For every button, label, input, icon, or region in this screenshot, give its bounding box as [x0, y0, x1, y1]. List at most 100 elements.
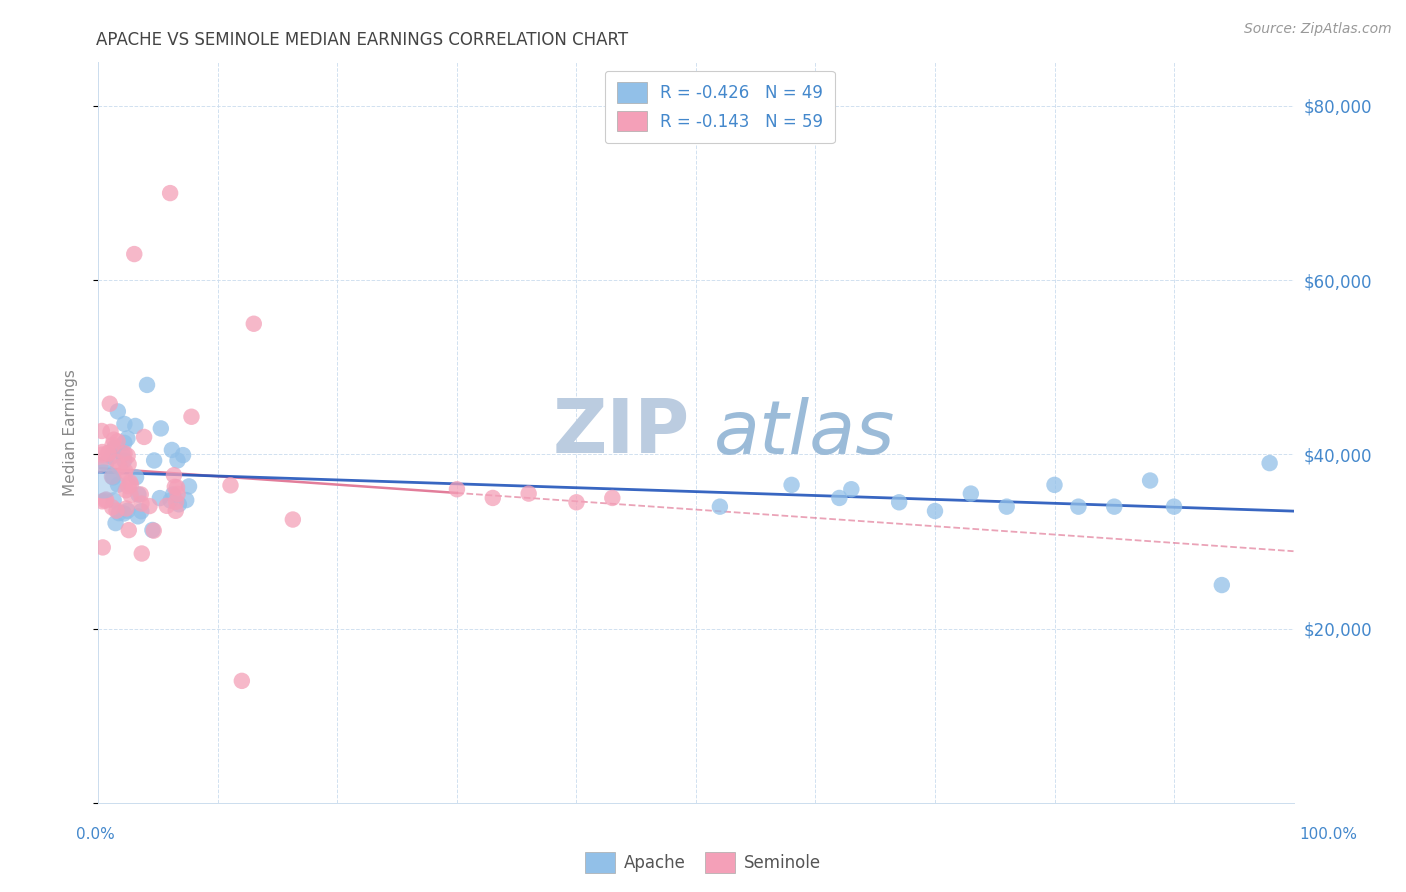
Point	[117, 504, 139, 518]
Point	[91, 448, 114, 462]
Point	[117, 479, 139, 493]
Point	[1067, 500, 1090, 514]
Point	[1211, 578, 1233, 592]
Point	[602, 491, 624, 505]
Point	[91, 445, 114, 459]
Point	[91, 474, 114, 488]
Point	[108, 506, 131, 520]
Point	[127, 487, 149, 501]
Point	[481, 491, 505, 505]
Point	[94, 493, 117, 508]
Point	[180, 409, 202, 424]
Point	[172, 448, 194, 462]
Point	[101, 500, 124, 515]
Point	[89, 458, 111, 472]
Point	[117, 449, 139, 463]
Point	[780, 478, 803, 492]
Point	[103, 441, 125, 455]
Point	[167, 497, 190, 511]
Point	[160, 442, 183, 457]
Legend: R = -0.426   N = 49, R = -0.143   N = 59: R = -0.426 N = 49, R = -0.143 N = 59	[605, 70, 835, 143]
Point	[841, 482, 863, 496]
Legend: Apache, Seminole: Apache, Seminole	[578, 846, 828, 880]
Point	[889, 495, 911, 509]
Text: 0.0%: 0.0%	[76, 827, 115, 841]
Point	[105, 504, 128, 518]
Point	[94, 492, 117, 507]
Point	[243, 317, 266, 331]
Point	[565, 495, 588, 509]
Text: atlas: atlas	[714, 397, 896, 468]
Point	[1043, 478, 1066, 492]
Point	[1258, 456, 1281, 470]
Point	[103, 433, 125, 447]
Point	[709, 500, 731, 514]
Point	[174, 493, 197, 508]
Point	[177, 479, 200, 493]
Point	[960, 486, 983, 500]
Point	[129, 487, 152, 501]
Point	[114, 464, 136, 478]
Point	[108, 459, 131, 474]
Point	[165, 504, 187, 518]
Point	[117, 457, 139, 471]
Point	[163, 468, 186, 483]
Point	[828, 491, 851, 505]
Text: APACHE VS SEMINOLE MEDIAN EARNINGS CORRELATION CHART: APACHE VS SEMINOLE MEDIAN EARNINGS CORRE…	[96, 31, 627, 49]
Point	[124, 247, 146, 261]
Point	[90, 424, 112, 438]
Point	[156, 499, 179, 513]
Y-axis label: Median Earnings: Median Earnings	[63, 369, 77, 496]
Point	[995, 500, 1018, 514]
Point	[149, 421, 172, 435]
Point	[107, 434, 129, 449]
Point	[446, 482, 468, 496]
Point	[120, 475, 142, 490]
Point	[114, 446, 136, 460]
Point	[165, 495, 187, 509]
Point	[166, 487, 188, 501]
Point	[120, 477, 142, 491]
Point	[91, 494, 114, 508]
Point	[114, 467, 136, 481]
Point	[219, 478, 242, 492]
Point	[94, 457, 117, 471]
Point	[100, 450, 122, 464]
Point	[124, 419, 146, 434]
Point	[111, 446, 134, 460]
Point	[142, 524, 165, 538]
Point	[100, 425, 122, 439]
Point	[131, 504, 153, 518]
Point	[105, 455, 128, 469]
Point	[924, 504, 946, 518]
Point	[138, 499, 160, 513]
Point	[101, 469, 124, 483]
Point	[120, 488, 142, 502]
Point	[143, 453, 166, 467]
Point	[112, 435, 135, 450]
Point	[98, 397, 121, 411]
Point	[112, 417, 135, 431]
Point	[112, 453, 135, 467]
Point	[115, 501, 138, 516]
Point	[281, 512, 304, 526]
Point	[118, 523, 141, 537]
Point	[114, 483, 136, 498]
Point	[131, 497, 153, 511]
Point	[132, 430, 155, 444]
Point	[125, 470, 148, 484]
Point	[97, 446, 120, 460]
Point	[1139, 474, 1161, 488]
Text: Source: ZipAtlas.com: Source: ZipAtlas.com	[1244, 22, 1392, 37]
Point	[107, 404, 129, 418]
Point	[112, 507, 135, 521]
Point	[163, 480, 186, 494]
Point	[101, 438, 124, 452]
Point	[141, 523, 163, 537]
Point	[97, 447, 120, 461]
Point	[131, 547, 153, 561]
Point	[149, 491, 172, 505]
Point	[107, 477, 129, 491]
Point	[166, 453, 188, 467]
Point	[517, 486, 540, 500]
